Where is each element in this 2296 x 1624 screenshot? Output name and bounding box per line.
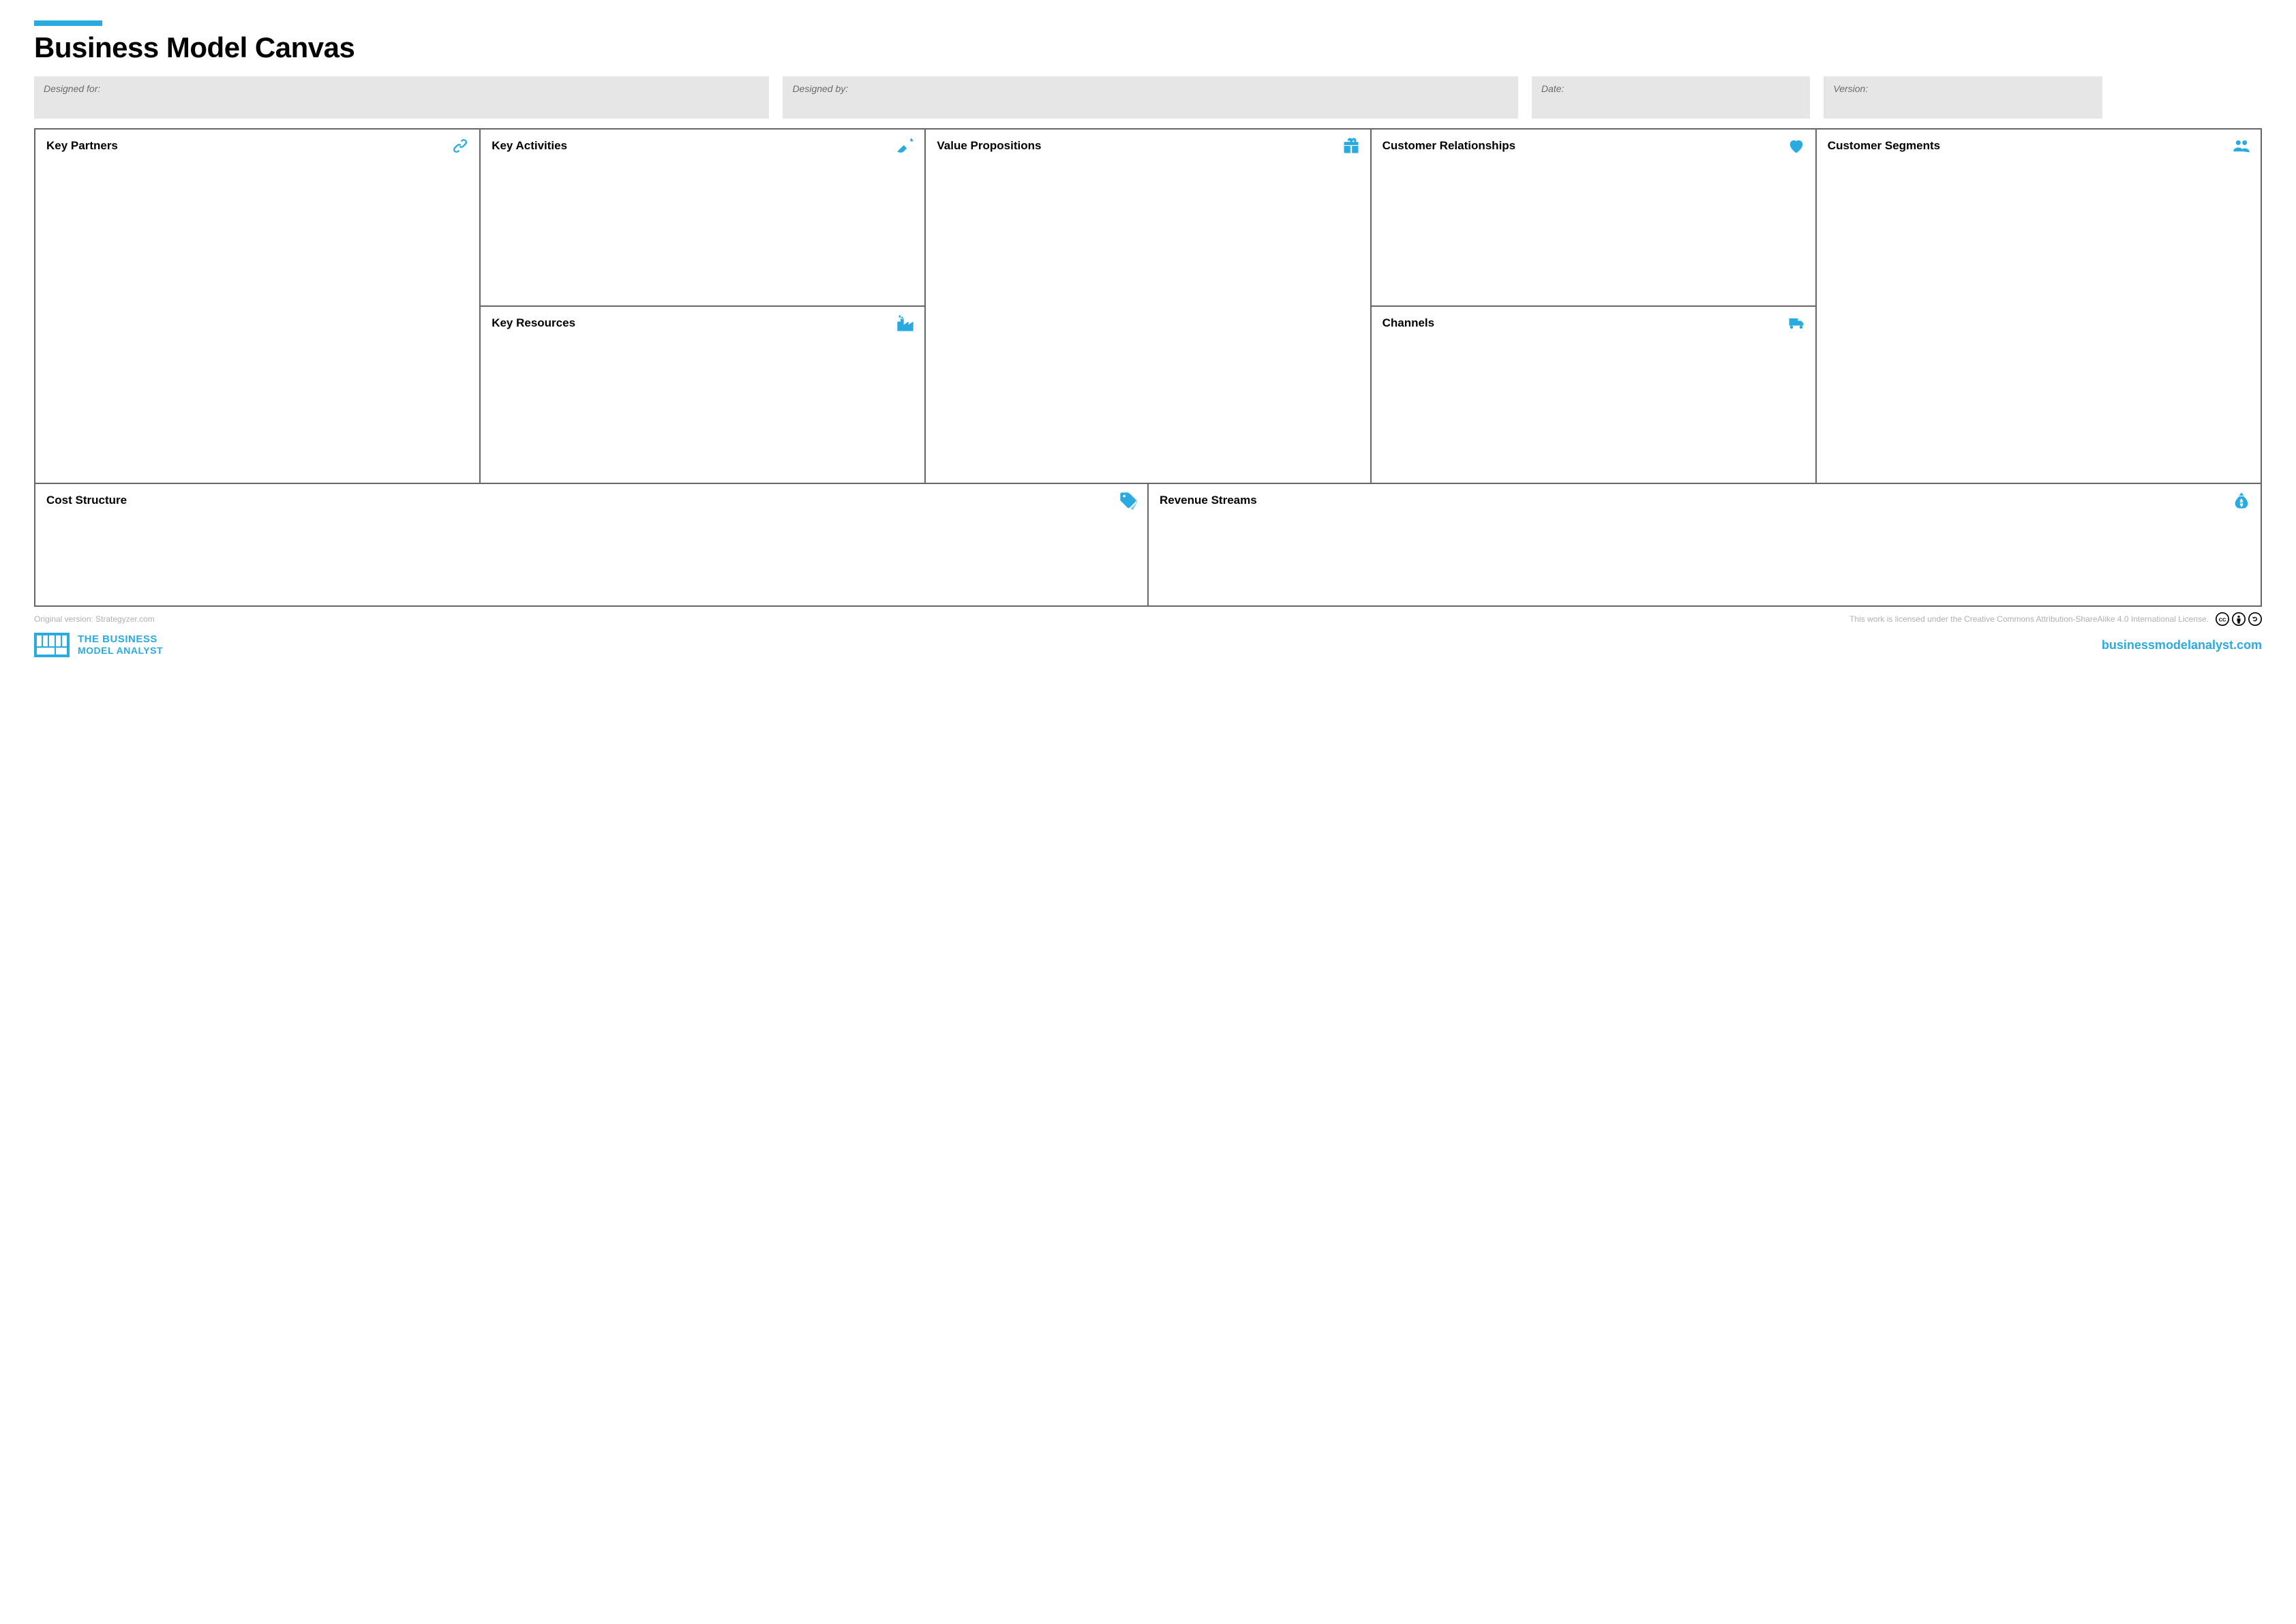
factory-icon [896, 314, 915, 333]
cell-key-resources[interactable]: Key Resources [480, 306, 925, 483]
svg-text:CC: CC [2219, 616, 2226, 622]
page-title: Business Model Canvas [34, 31, 2262, 64]
link-icon [451, 136, 470, 155]
cell-title: Channels [1383, 316, 1804, 330]
cell-cost-structure[interactable]: Cost Structure [35, 483, 1148, 606]
cell-customer-segments[interactable]: Customer Segments [1816, 129, 2261, 483]
cc-badges: CC [2216, 612, 2262, 626]
cell-revenue-streams[interactable]: Revenue Streams [1148, 483, 2261, 606]
meta-version[interactable]: Version: [1824, 76, 2102, 119]
cell-customer-relationships[interactable]: Customer Relationships [1371, 129, 1816, 306]
brand-left: THE BUSINESS MODEL ANALYST [34, 633, 163, 657]
cell-title: Customer Segments [1828, 139, 2250, 153]
users-icon [2232, 136, 2251, 155]
cell-title: Cost Structure [46, 494, 1136, 507]
footer-license: This work is licensed under the Creative… [1849, 614, 2209, 624]
meta-designed-for[interactable]: Designed for: [34, 76, 769, 119]
cell-title: Revenue Streams [1160, 494, 2250, 507]
footer-line: Original version: Strategyzer.com This w… [34, 612, 2262, 626]
cc-icon: CC [2216, 612, 2229, 626]
meta-designed-for-label: Designed for: [44, 83, 100, 94]
brand-row: THE BUSINESS MODEL ANALYST businessmodel… [34, 633, 2262, 657]
cell-title: Value Propositions [937, 139, 1359, 153]
footer-original: Original version: Strategyzer.com [34, 614, 155, 624]
cell-value-propositions[interactable]: Value Propositions [925, 129, 1370, 483]
canvas-bottom-grid: Cost Structure Revenue Streams [35, 483, 2261, 606]
heart-icon [1787, 136, 1806, 155]
truck-icon [1787, 314, 1806, 333]
cell-channels[interactable]: Channels [1371, 306, 1816, 483]
brand-text: THE BUSINESS MODEL ANALYST [78, 634, 163, 656]
canvas: Key Partners Key Activities Key Resource… [34, 128, 2262, 607]
gift-icon [1342, 136, 1361, 155]
meta-designed-by[interactable]: Designed by: [783, 76, 1517, 119]
meta-designed-by-label: Designed by: [792, 83, 848, 94]
canvas-top-grid: Key Partners Key Activities Key Resource… [35, 129, 2261, 483]
brand-line1: THE BUSINESS [78, 634, 163, 646]
cell-title: Key Resources [492, 316, 913, 330]
meta-row: Designed for: Designed by: Date: Version… [34, 76, 2262, 119]
meta-date[interactable]: Date: [1532, 76, 1811, 119]
brand-url[interactable]: businessmodelanalyst.com [2102, 638, 2262, 652]
meta-date-label: Date: [1541, 83, 1564, 94]
shovel-icon [896, 136, 915, 155]
brand-logo-icon [34, 633, 70, 657]
accent-bar [34, 20, 102, 26]
cell-title: Customer Relationships [1383, 139, 1804, 153]
brand-line2: MODEL ANALYST [78, 646, 163, 656]
meta-version-label: Version: [1833, 83, 1868, 94]
tag-icon [1119, 491, 1138, 510]
cell-key-partners[interactable]: Key Partners [35, 129, 480, 483]
cell-key-activities[interactable]: Key Activities [480, 129, 925, 306]
cell-title: Key Activities [492, 139, 913, 153]
cell-title: Key Partners [46, 139, 468, 153]
sa-icon [2248, 612, 2262, 626]
money-bag-icon [2232, 491, 2251, 510]
by-icon [2232, 612, 2246, 626]
